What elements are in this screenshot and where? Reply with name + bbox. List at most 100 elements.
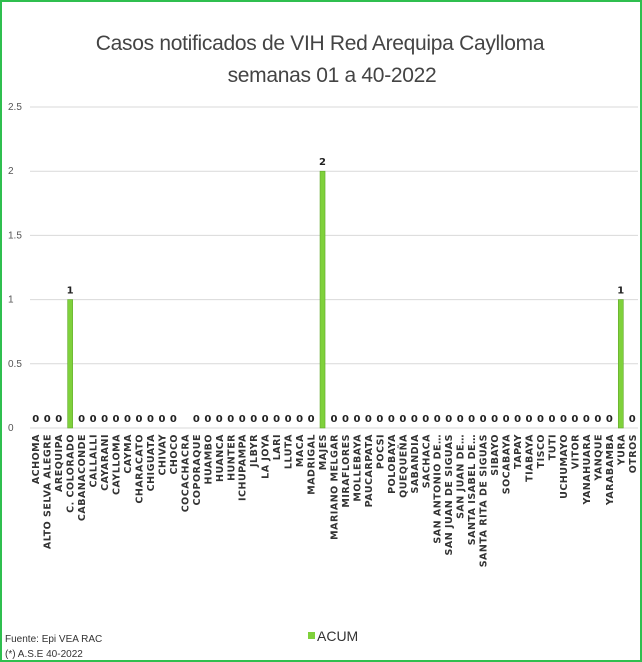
source-note: Fuente: Epi VEA RAC xyxy=(5,634,102,645)
x-tick-label: C. COLORADO xyxy=(66,434,77,513)
y-tick-label: 2 xyxy=(8,166,14,177)
x-tick-label: LARI xyxy=(272,434,283,460)
data-label: 0 xyxy=(491,414,498,425)
data-label: 0 xyxy=(445,414,452,425)
chart-title-line-1: Casos notificados de VIH Red Arequipa Ca… xyxy=(96,32,545,55)
x-tick-label: YARABAMBA xyxy=(605,434,616,506)
data-label: 0 xyxy=(204,414,211,425)
x-tick-label: SAN JUAN DE SIGUAS xyxy=(444,434,455,556)
x-tick-label: SACHACA xyxy=(421,434,432,488)
x-tick-label: SANTA ISABEL DE… xyxy=(467,434,478,545)
data-label: 0 xyxy=(457,414,464,425)
bar xyxy=(617,299,624,429)
x-tick-label: JLBYR xyxy=(249,434,260,468)
x-tick-label: QUEQUEÑA xyxy=(398,434,409,498)
data-label: 0 xyxy=(216,414,223,425)
data-label: 0 xyxy=(606,414,613,425)
data-label: 0 xyxy=(353,414,360,425)
x-tick-label: HUANCA xyxy=(215,434,226,482)
x-tick-label: SANTA RITA DE SIGUAS xyxy=(479,434,490,567)
data-labels: 0 0 010 0 0 0 0 0 0 0 0 0 0 0 0 0 0 0 0 0 0 020 0 0 0 0 0 0 0 0 0 0 0 0 0 0… xyxy=(32,157,636,425)
x-tick-label: COPORAQUE xyxy=(192,434,203,506)
x-tick-label: ALTO SELVA ALEGRE xyxy=(43,434,54,549)
x-tick-label: POCSI xyxy=(375,434,386,469)
data-label: 0 xyxy=(411,414,418,425)
x-tick-label: ACHOMA xyxy=(31,434,42,484)
bar xyxy=(319,170,326,429)
x-tick-label: MIRAFLORES xyxy=(341,434,352,508)
data-label: 0 xyxy=(90,414,97,425)
x-tick-label: YURA xyxy=(616,434,627,466)
data-label: 0 xyxy=(468,414,475,425)
source-note-2: (*) A.S.E 40-2022 xyxy=(5,649,83,660)
data-label: 0 xyxy=(331,414,338,425)
x-tick-label: MACA xyxy=(295,434,306,467)
data-label: 0 xyxy=(193,414,200,425)
x-tick-label: POLOBAYA xyxy=(387,434,398,494)
x-tick-label: LLUTA xyxy=(284,434,295,469)
data-label: 0 xyxy=(78,414,85,425)
data-label: 0 xyxy=(158,414,165,425)
data-label: 0 xyxy=(526,414,533,425)
data-label: 0 xyxy=(101,414,108,425)
x-tick-label: CHIGUATA xyxy=(146,434,157,492)
x-tick-label: CAYLLOMA xyxy=(112,434,123,495)
data-label: 0 xyxy=(434,414,441,425)
data-label: 0 xyxy=(514,414,521,425)
legend-label-acum: ACUM xyxy=(317,628,358,644)
x-tick-label: SABANDIA xyxy=(410,434,421,494)
y-tick-label: 0 xyxy=(8,423,14,434)
chart-title-line-2: semanas 01 a 40-2022 xyxy=(228,64,437,87)
data-label: 0 xyxy=(113,414,120,425)
data-label: 0 xyxy=(399,414,406,425)
data-label: 1 xyxy=(617,286,624,297)
x-tick-label: MOLLEBAYA xyxy=(352,434,363,502)
x-tick-label: SOCABAYA xyxy=(502,434,513,494)
y-tick-label: 1.5 xyxy=(8,230,22,241)
data-label: 0 xyxy=(296,414,303,425)
x-axis-ticks: ACHOMA ALTO SELVA ALEGRE AREQUIPA C. COLORA… xyxy=(31,434,639,567)
data-label: 0 xyxy=(124,414,131,425)
x-tick-label: COCACHACRA xyxy=(180,434,191,512)
data-label: 0 xyxy=(342,414,349,425)
x-tick-label: YANAHUARA xyxy=(582,434,593,506)
data-label: 0 xyxy=(32,414,39,425)
data-label: 0 xyxy=(170,414,177,425)
data-label: 0 xyxy=(285,414,292,425)
data-label: 0 xyxy=(227,414,234,425)
data-label: 0 xyxy=(594,414,601,425)
y-tick-label: 2.5 xyxy=(8,102,22,113)
data-label: 0 xyxy=(239,414,246,425)
data-label: 0 xyxy=(583,414,590,425)
x-tick-label: CALLALLI xyxy=(89,434,100,487)
y-axis-ticks: 0 0.5 1 1.5 2 2.5 xyxy=(8,102,22,434)
x-tick-label: SIBAYO xyxy=(490,434,501,476)
x-tick-label: CABANACONDE xyxy=(77,434,88,521)
data-label: 1 xyxy=(67,286,74,297)
data-label: 0 xyxy=(629,414,636,425)
x-tick-label: TAPAY xyxy=(513,434,524,469)
legend: ACUM xyxy=(308,628,358,644)
x-tick-label: MADRIGAL xyxy=(307,434,318,495)
data-label: 0 xyxy=(135,414,142,425)
x-tick-label: CAYMA xyxy=(123,434,134,474)
x-tick-label: PAUCARPATA xyxy=(364,434,375,507)
x-tick-label: CHARACATO xyxy=(134,434,145,504)
bars xyxy=(67,170,624,429)
x-tick-label: TISCO xyxy=(536,434,547,468)
x-tick-label: SAN ANTONIO DE… xyxy=(433,434,444,544)
data-label: 0 xyxy=(548,414,555,425)
data-label: 0 xyxy=(422,414,429,425)
y-tick-label: 1 xyxy=(8,295,14,306)
x-tick-label: MARIANO MELGAR xyxy=(330,434,341,540)
data-label: 0 xyxy=(388,414,395,425)
x-tick-label: HUAMBO xyxy=(203,434,214,485)
x-tick-label: VITOR xyxy=(570,434,581,469)
data-label: 0 xyxy=(503,414,510,425)
x-tick-label: TUTI xyxy=(547,434,558,460)
x-tick-label: UCHUMAYO xyxy=(559,434,570,499)
x-tick-label: AREQUIPA xyxy=(54,434,65,492)
data-label: 0 xyxy=(147,414,154,425)
